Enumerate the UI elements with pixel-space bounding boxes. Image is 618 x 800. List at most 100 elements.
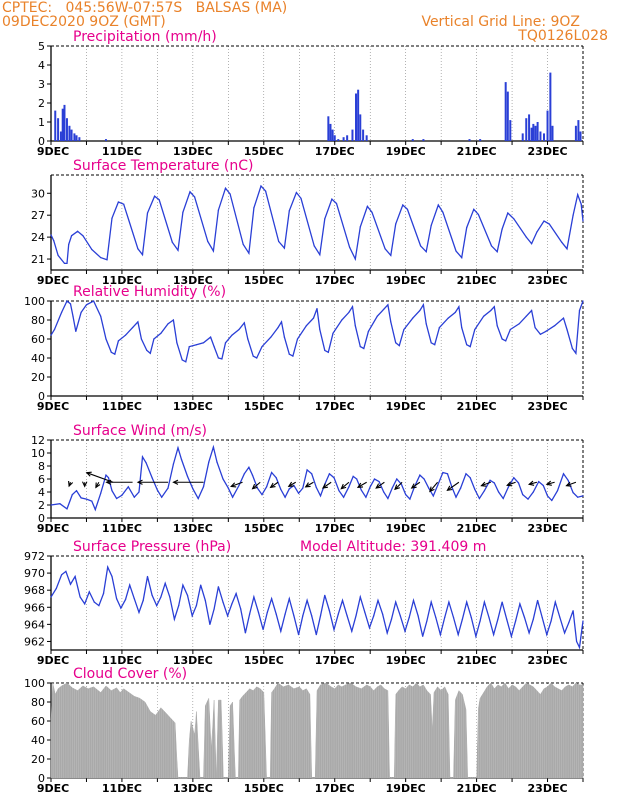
pres-point [200, 584, 202, 586]
rh-point [66, 300, 68, 302]
rh-point [483, 315, 485, 317]
wind-arrow-head [480, 481, 487, 487]
temp-point [442, 211, 444, 213]
pres-point [368, 627, 371, 629]
temp-point [525, 236, 527, 238]
wind-point [111, 490, 113, 492]
rh-point [518, 323, 520, 325]
temp-point [68, 243, 70, 246]
temp-point [224, 187, 227, 189]
y-tick-label: 4 [38, 486, 45, 499]
wind-point [116, 497, 118, 500]
wind-point [50, 504, 52, 506]
rh-point [458, 306, 460, 308]
temp-point [406, 208, 409, 210]
wind-point [409, 498, 411, 500]
temp-point [455, 250, 457, 252]
pres-point [65, 570, 67, 572]
cloud-area [50, 682, 584, 779]
rh-point [176, 342, 178, 344]
rh-point [438, 327, 440, 329]
x-tick-label: 17DEC [315, 274, 355, 287]
wind-point [121, 494, 123, 496]
y-tick-label: 30 [31, 187, 45, 200]
rh-point [332, 332, 334, 334]
pres-point [146, 575, 149, 578]
temp-point [212, 250, 215, 252]
pres-point [479, 620, 481, 622]
x-tick-label: 21DEC [457, 145, 497, 158]
wind-point [513, 477, 515, 479]
wind-point [75, 490, 78, 492]
pres-point [444, 616, 446, 619]
wind-point [551, 499, 553, 502]
wind-point [517, 482, 520, 484]
wind-arrow-head [105, 479, 112, 485]
rh-point [72, 315, 74, 317]
pres-point [382, 613, 384, 615]
wind-point [432, 495, 434, 497]
precip-bar [549, 72, 552, 141]
pres-point [528, 632, 530, 634]
wind-arrow [566, 481, 577, 487]
temp-point [189, 191, 191, 193]
temp-point [536, 231, 538, 233]
x-tick-label: 9DEC [37, 782, 69, 795]
pres-point [133, 598, 135, 600]
x-tick-label: 23DEC [528, 400, 568, 413]
precip-bar [54, 110, 57, 141]
rh-point [296, 338, 299, 340]
rh-point [530, 309, 533, 312]
x-tick-label: 19DEC [386, 400, 426, 413]
wind-point [297, 492, 300, 494]
x-tick-label: 15DEC [244, 274, 284, 287]
precip-bar [70, 129, 73, 141]
pres-point [377, 599, 379, 602]
pres-point [74, 575, 76, 578]
pres-point [457, 634, 459, 636]
x-tick-label: 11DEC [102, 274, 142, 287]
rh-point [324, 349, 326, 351]
rh-point [422, 304, 424, 306]
rh-point [312, 317, 315, 319]
wind-arrow [231, 481, 243, 487]
pres-point [129, 584, 131, 586]
pres-point [390, 618, 393, 620]
run-date-label: 09DEC2020 9OZ (GMT) [2, 14, 166, 30]
rh-point [217, 357, 220, 359]
x-tick-label: 9DEC [37, 522, 69, 535]
temp-point [253, 207, 255, 209]
temp-point [248, 252, 250, 254]
wind-arrow-head [251, 483, 258, 490]
precip-bar [57, 118, 60, 141]
temp-point [419, 245, 422, 247]
pres-point [430, 601, 432, 603]
pres-point [466, 601, 468, 603]
temp-point [182, 211, 184, 213]
rh-point [412, 317, 414, 319]
rh-point [124, 334, 127, 336]
x-tick-label: 15DEC [244, 400, 284, 413]
precip-bar [479, 139, 482, 141]
y-tick-label: 6 [38, 473, 45, 486]
rh-point [105, 338, 107, 340]
rh-point [181, 359, 183, 361]
wind-arrow [305, 481, 314, 488]
wind-point [369, 486, 371, 488]
precip-bar [468, 139, 471, 141]
rh-point [283, 336, 285, 338]
wind-point [145, 462, 147, 464]
precip-bar [539, 131, 542, 141]
wind-point [100, 492, 102, 494]
wind-point [141, 456, 144, 458]
temp-point [513, 218, 515, 220]
wind-point [460, 487, 462, 489]
y-tick-label: 8 [38, 460, 45, 473]
rh-point [566, 328, 568, 331]
x-tick-label: 13DEC [173, 654, 213, 667]
wind-point [222, 478, 224, 480]
temp-point [461, 256, 463, 259]
wind-point [546, 495, 549, 497]
rh-point [363, 347, 365, 350]
y-tick-label: 966 [24, 601, 45, 614]
